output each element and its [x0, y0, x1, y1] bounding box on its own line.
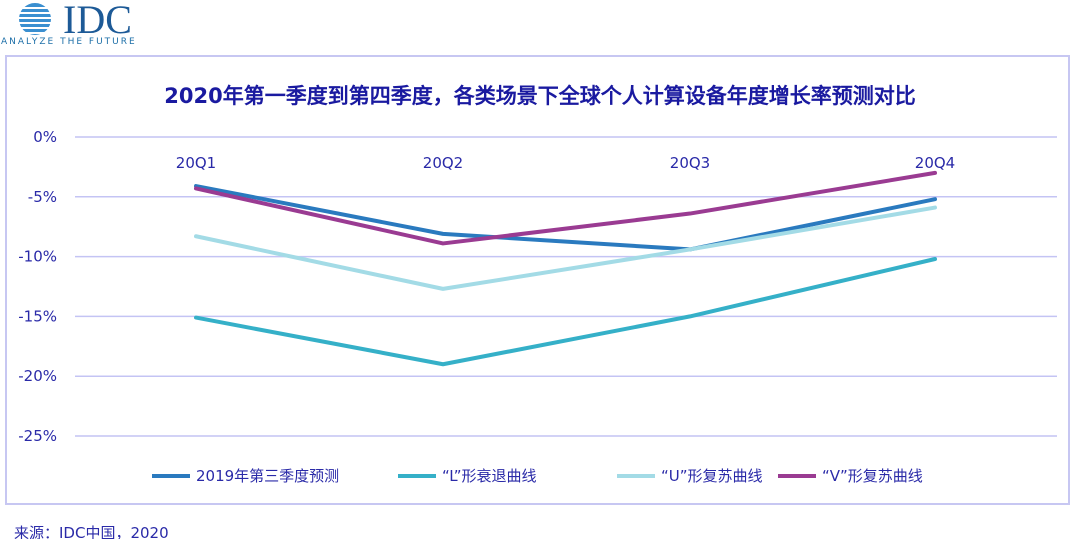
logo-tagline: ANALYZE THE FUTURE: [1, 37, 137, 47]
y-tick-label: -15%: [18, 307, 57, 325]
series-line-1: [194, 184, 937, 252]
source-note: 来源：IDC中国，2020: [14, 524, 169, 539]
idc-logo: IDC ANALYZE THE FUTURE: [0, 0, 150, 50]
y-tick-label: -20%: [18, 367, 57, 385]
x-category-label: 20Q3: [670, 154, 710, 172]
legend-label: “U”形复苏曲线: [661, 467, 763, 485]
y-tick-label: -25%: [18, 427, 57, 445]
legend-label: “V”形复苏曲线: [822, 467, 923, 485]
series-line-4: [194, 170, 937, 246]
globe-icon: [0, 3, 62, 35]
chart-frame: [5, 55, 1070, 505]
x-category-label: 20Q1: [176, 154, 216, 172]
y-tick-label: -10%: [18, 248, 57, 266]
logo-text: IDC: [63, 0, 132, 42]
chart-title: 2020年第一季度到第四季度，各类场景下全球个人计算设备年度增长率预测对比: [164, 84, 916, 108]
legend-label: 2019年第三季度预测: [196, 467, 339, 485]
series-line-3: [194, 205, 937, 291]
x-category-label: 20Q4: [915, 154, 955, 172]
y-tick-label: -5%: [28, 188, 57, 206]
x-category-label: 20Q2: [423, 154, 463, 172]
legend-label: “L”形衰退曲线: [442, 467, 537, 485]
y-tick-label: 0%: [33, 128, 57, 146]
series-line-2: [194, 256, 937, 367]
